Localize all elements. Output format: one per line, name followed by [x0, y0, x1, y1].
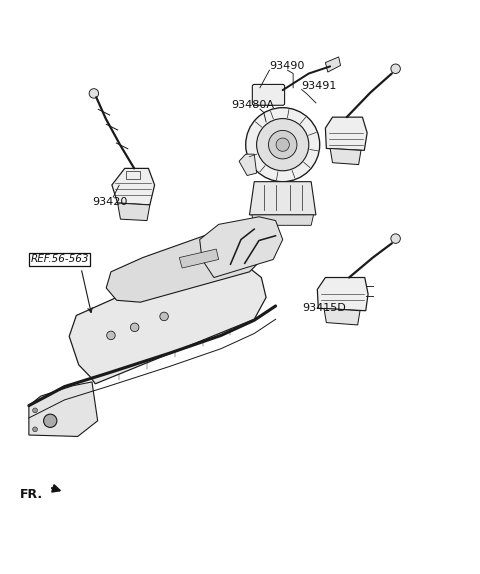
Circle shape [89, 88, 98, 98]
Polygon shape [106, 231, 263, 302]
FancyBboxPatch shape [252, 84, 285, 105]
Circle shape [246, 108, 320, 182]
Circle shape [268, 130, 297, 159]
Circle shape [160, 312, 168, 321]
Text: 93491: 93491 [301, 81, 337, 91]
Circle shape [391, 234, 400, 243]
Circle shape [33, 408, 37, 413]
Polygon shape [325, 57, 341, 72]
Text: FR.: FR. [19, 488, 43, 501]
Circle shape [44, 414, 57, 428]
Circle shape [276, 138, 289, 152]
Polygon shape [324, 308, 360, 325]
Text: 93415D: 93415D [302, 302, 347, 313]
Polygon shape [325, 117, 367, 150]
Polygon shape [69, 264, 266, 384]
Polygon shape [252, 215, 313, 226]
Circle shape [391, 64, 400, 73]
Polygon shape [330, 149, 361, 165]
Polygon shape [112, 168, 155, 205]
Polygon shape [317, 277, 368, 311]
Polygon shape [179, 249, 219, 268]
Text: 93480A: 93480A [231, 100, 275, 110]
Circle shape [257, 119, 309, 170]
Text: 93490: 93490 [269, 61, 305, 71]
Circle shape [131, 323, 139, 332]
Circle shape [107, 331, 115, 340]
Polygon shape [239, 154, 257, 176]
Circle shape [33, 427, 37, 432]
Polygon shape [29, 382, 97, 436]
Polygon shape [200, 217, 283, 277]
Polygon shape [250, 182, 316, 215]
Text: 93420: 93420 [92, 197, 127, 207]
Polygon shape [118, 203, 150, 220]
Text: REF.56-563: REF.56-563 [30, 254, 89, 265]
